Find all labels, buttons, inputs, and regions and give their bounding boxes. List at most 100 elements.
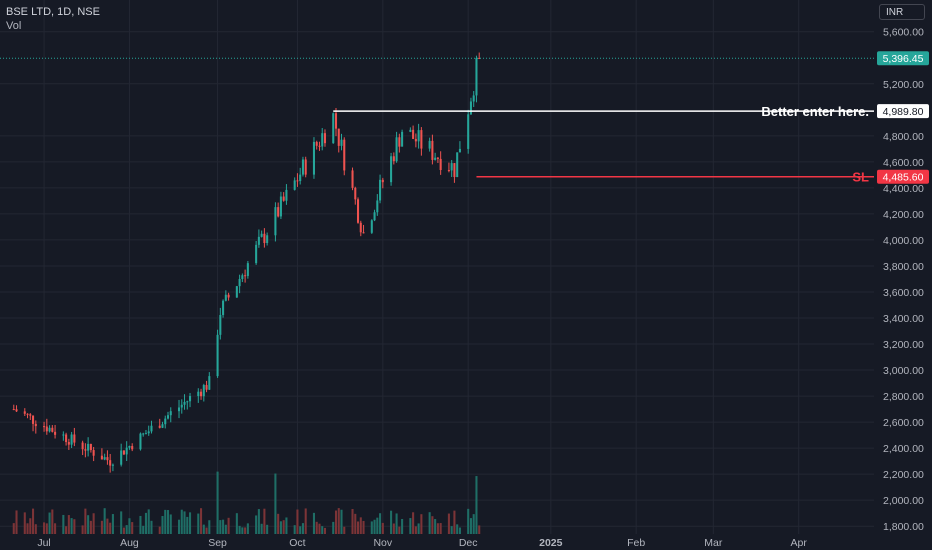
volume-bar — [48, 512, 51, 534]
volume-bar — [357, 521, 360, 534]
candle-body — [263, 233, 266, 243]
volume-bar — [257, 509, 260, 534]
candle-body — [224, 294, 227, 301]
volume-bars — [12, 471, 481, 534]
level-annotation: Better enter here. — [761, 104, 869, 119]
candle-body — [109, 460, 112, 466]
time-tick-label: Feb — [627, 537, 645, 549]
volume-bar — [222, 519, 225, 534]
volume-bar — [392, 523, 395, 534]
candle-body — [373, 212, 376, 221]
volume-bar — [180, 509, 183, 534]
volume-bar — [161, 515, 164, 534]
candle-body — [48, 427, 51, 432]
volume-bar — [277, 513, 280, 534]
candle-body — [142, 433, 145, 435]
volume-bar — [282, 520, 285, 534]
volume-bar — [362, 520, 365, 534]
volume-bar — [106, 518, 109, 534]
candle-body — [412, 129, 415, 139]
candle-body — [125, 447, 128, 455]
volume-bar — [447, 513, 450, 534]
volume-bar — [337, 508, 340, 534]
price-tick-label: 5,600.00 — [883, 27, 924, 39]
volume-bar — [169, 514, 172, 534]
volume-bar — [87, 515, 90, 534]
volume-bar — [238, 525, 241, 534]
candle-body — [67, 442, 70, 445]
candle-body — [299, 174, 302, 182]
candle-body — [23, 411, 26, 414]
volume-bar — [12, 523, 15, 534]
volume-bar — [84, 508, 87, 534]
candle-body — [51, 427, 54, 432]
price-tick-label: 2,800.00 — [883, 391, 924, 403]
volume-bar — [73, 519, 76, 534]
candle-body — [285, 189, 288, 201]
candle-body — [89, 443, 92, 451]
candle-body — [296, 180, 299, 182]
candle-body — [337, 128, 340, 146]
volume-bar — [120, 511, 123, 534]
volume-bar — [43, 522, 46, 534]
candle-body — [100, 455, 103, 460]
candle-body — [32, 415, 35, 424]
volume-bar — [227, 517, 230, 534]
candle-body — [87, 443, 90, 451]
candle-body — [164, 418, 167, 425]
candle-body — [15, 409, 18, 412]
level-price-label: 4,485.60 — [883, 172, 924, 184]
candle-body — [54, 431, 57, 435]
volume-bar — [266, 524, 269, 534]
volume-bar — [235, 513, 238, 534]
volume-bar — [340, 509, 343, 534]
volume-bar — [177, 519, 181, 534]
candle-body — [177, 407, 181, 412]
candle-body — [478, 58, 481, 60]
symbol-label: BSE LTD, 1D, NSE — [6, 6, 100, 18]
candle-body — [180, 404, 183, 408]
volume-bar — [111, 514, 114, 534]
candle-body — [390, 156, 393, 183]
volume-bar — [92, 513, 95, 534]
candle-body — [357, 199, 360, 223]
candle-body — [238, 279, 241, 287]
volume-bar — [398, 526, 401, 534]
candle-body — [255, 244, 258, 264]
candle-body — [447, 170, 450, 172]
candle-body — [128, 446, 131, 448]
volume-label: Vol — [6, 20, 22, 32]
volume-bar — [420, 514, 423, 534]
candle-body — [235, 286, 238, 298]
volume-bar — [109, 522, 112, 534]
volume-bar — [62, 514, 65, 534]
candle-body — [450, 163, 453, 171]
last-price-badge — [877, 51, 929, 66]
volume-bar — [395, 513, 398, 534]
volume-bar — [202, 524, 205, 534]
volume-bar — [409, 518, 412, 534]
currency-button[interactable]: INR — [879, 4, 925, 20]
price-tick-label: 1,800.00 — [883, 521, 924, 533]
volume-bar — [478, 525, 481, 534]
volume-bar — [81, 525, 84, 534]
volume-bar — [299, 526, 302, 534]
candle-body — [62, 434, 65, 436]
volume-bar — [183, 511, 186, 534]
candle-body — [70, 434, 73, 445]
volume-bar — [332, 521, 335, 534]
volume-bar — [453, 510, 456, 534]
price-tick-label: 3,600.00 — [883, 287, 924, 299]
candle-body — [65, 434, 68, 443]
candle-body — [392, 156, 395, 162]
volume-bar — [260, 523, 263, 534]
candle-body — [354, 187, 357, 200]
volume-bar — [376, 517, 379, 534]
candle-body — [434, 157, 437, 160]
candle-body — [414, 138, 417, 142]
volume-bar — [370, 521, 373, 534]
candle-body — [34, 423, 37, 427]
candle-body — [131, 446, 134, 450]
time-tick-label: Aug — [120, 537, 139, 549]
